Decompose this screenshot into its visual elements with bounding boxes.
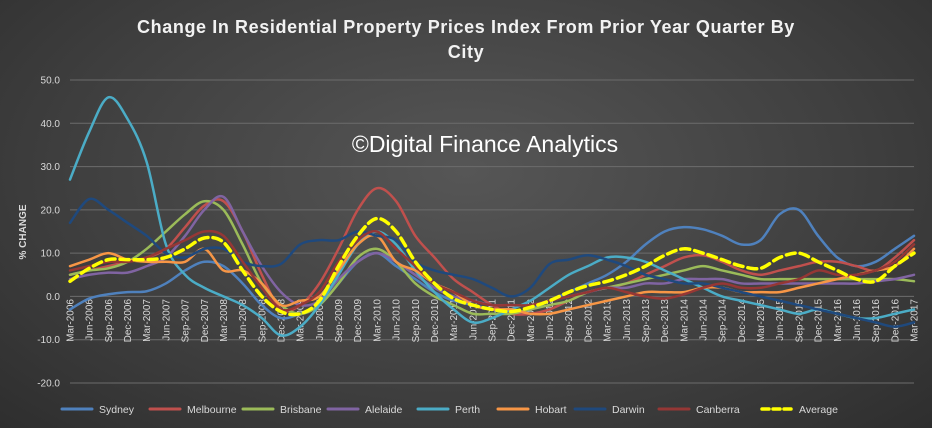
x-tick-label: Dec-2007 [200,299,211,343]
x-tick-label: Mar-2008 [219,299,230,342]
legend-label: Darwin [612,404,645,416]
x-tick-label: Mar-2006 [66,299,77,342]
legend-label: Perth [455,404,480,416]
legend-item-sydney: Sydney [60,404,135,416]
y-tick-label: 30.0 [41,162,61,173]
x-tick-label: Sep-2009 [334,299,345,343]
x-tick-label: Sep-2010 [411,299,422,343]
x-tick-label: Sep-2013 [641,299,652,343]
x-tick-label: Jun-2010 [392,299,403,341]
chart-title-line-2: City [448,42,484,62]
x-tick-label: Dec-2013 [660,299,671,343]
x-tick-label: Mar-2012 [526,299,537,342]
watermark-text: ©Digital Finance Analytics [352,131,618,157]
legend-label: Brisbane [280,404,322,416]
x-tick-label: Dec-2006 [123,299,134,343]
x-tick-label: Jun-2014 [699,299,710,341]
x-tick-label: Sep-2012 [564,299,575,343]
x-tick-label: Dec-2009 [353,299,364,343]
x-tick-label: Dec-2010 [430,299,441,343]
x-tick-label: Mar-2010 [372,299,383,342]
legend-item-melbourne: Melbourne [148,404,237,416]
legend-label: Alelaide [365,404,403,416]
x-tick-label: Sep-2015 [794,299,805,343]
legend-item-hobart: Hobart [496,404,567,416]
legend-label: Hobart [535,404,567,416]
legend-item-average: Average [760,404,838,416]
x-tick-label: Jun-2016 [852,299,863,341]
y-tick-label: -20.0 [37,379,60,390]
x-tick-label: Dec-2015 [814,299,825,343]
x-tick-label: Sep-2006 [104,299,115,343]
x-tick-label: Jun-2011 [468,299,479,340]
x-axis-ticks: Mar-2006 Jun-2006 Sep-2006 Dec-2006 Mar-2007… [66,299,921,343]
y-tick-label: -10.0 [37,335,60,346]
legend-item-alelaide: Alelaide [326,404,403,416]
legend-label: Canberra [696,404,740,416]
x-tick-label: Jun-2008 [238,299,249,341]
x-tick-label: Jun-2007 [161,299,172,341]
x-tick-label: Sep-2014 [718,299,729,343]
x-tick-label: Jun-2015 [775,299,786,341]
x-tick-label: Sep-2007 [181,299,192,343]
y-tick-label: 20.0 [41,205,61,216]
x-tick-label: Mar-2007 [142,299,153,342]
legend-label: Sydney [99,404,135,416]
series-line-perth [68,95,916,337]
series-lines [68,95,916,337]
x-tick-label: Jun-2009 [315,299,326,341]
y-axis-label: % CHANGE [18,204,29,259]
x-tick-label: Mar-2016 [833,299,844,342]
x-tick-label: Jun-2012 [545,299,556,341]
x-tick-label: Mar-2009 [296,299,307,342]
x-tick-label: Mar-2015 [756,299,767,342]
legend: Sydney Melbourne Brisbane Alelaide Perth Hoba… [60,404,838,416]
y-tick-label: 10.0 [41,249,61,260]
x-tick-label: Sep-2016 [871,299,882,343]
x-tick-label: Mar-2011 [449,299,460,341]
x-tick-label: Jun-2013 [622,299,633,341]
x-tick-label: Sep-2011 [488,299,499,342]
x-tick-label: Dec-2012 [583,299,594,343]
x-tick-label: Dec-2008 [277,299,288,343]
legend-item-perth: Perth [416,404,480,416]
series-line-brisbane [68,199,916,316]
chart-title-line-1: Change In Residential Property Prices In… [137,17,795,37]
y-tick-label: 0.0 [46,292,60,303]
series-line-darwin [68,197,916,328]
x-tick-label: Mar-2017 [910,299,921,342]
x-tick-label: Dec-2014 [737,299,748,343]
y-tick-label: 50.0 [41,76,61,87]
legend-item-brisbane: Brisbane [241,404,322,416]
x-tick-label: Jun-2006 [85,299,96,341]
y-tick-label: 40.0 [41,119,61,130]
legend-item-canberra: Canberra [657,404,740,416]
x-tick-label: Dec-2016 [890,299,901,343]
x-tick-label: Mar-2014 [679,299,690,342]
y-axis-ticks: 50.0 40.0 30.0 20.0 10.0 0.0 -10.0 -20.0 [37,76,60,390]
legend-label: Melbourne [187,404,237,416]
x-tick-label: Mar-2013 [603,299,614,342]
legend-label: Average [799,404,838,416]
x-tick-label: Dec-2011 [507,299,518,342]
series-line-canberra [68,229,916,312]
legend-item-darwin: Darwin [573,404,645,416]
series-line-average [68,216,916,317]
